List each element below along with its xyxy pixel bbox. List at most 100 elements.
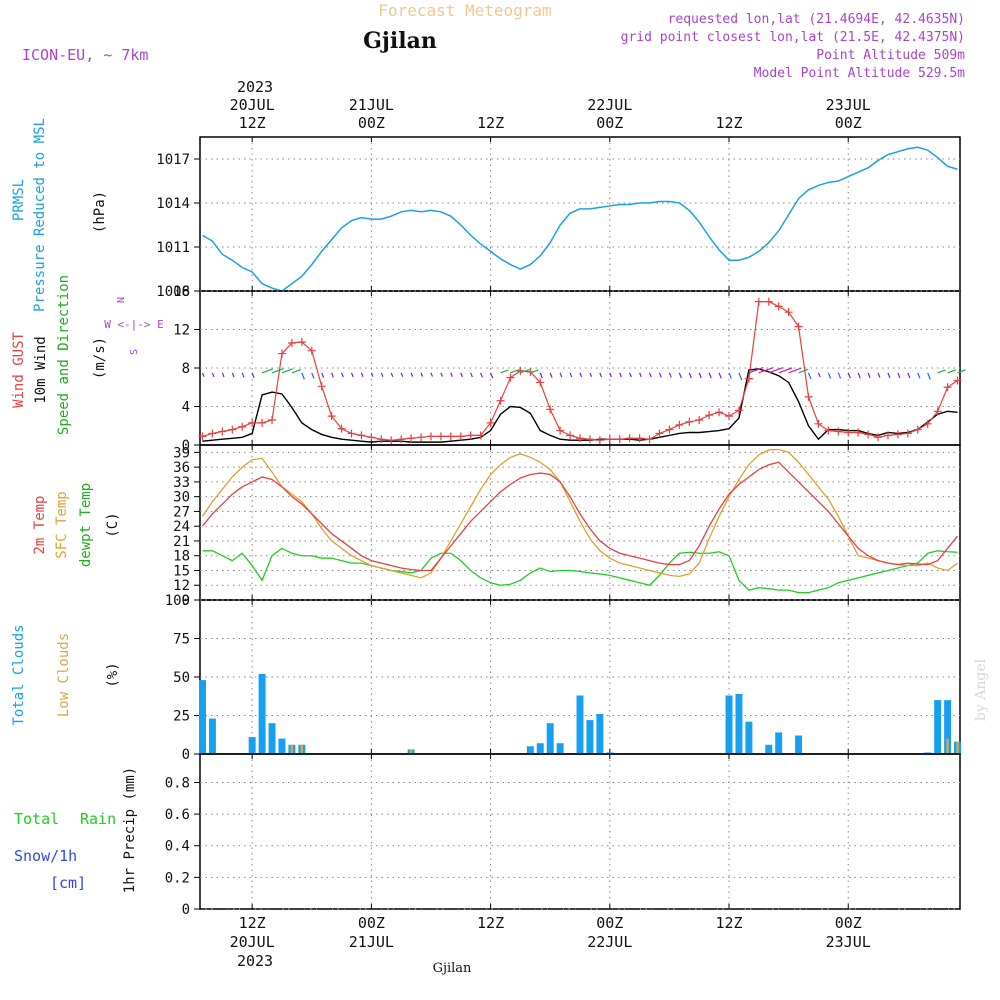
wind-arrow xyxy=(798,368,809,374)
footer-location: Gjilan xyxy=(433,961,472,976)
wind-arrow xyxy=(559,372,563,378)
clouds-unit: (%) xyxy=(105,662,121,687)
gust-point xyxy=(625,434,634,443)
low-cloud-bar xyxy=(300,744,304,754)
wind-arrow xyxy=(718,372,722,379)
gust-point xyxy=(595,436,604,445)
total-cloud-bar xyxy=(546,723,554,754)
temp-ytick-label: 27 xyxy=(173,504,190,520)
gust-point xyxy=(516,366,525,375)
gust-point xyxy=(377,435,386,444)
wind-unit: (m/s) xyxy=(92,337,108,379)
location-title: Gjilan xyxy=(363,28,437,54)
gust-point xyxy=(893,430,902,439)
low-cloud-bar xyxy=(946,738,949,754)
wind-arrow xyxy=(629,372,632,378)
wind-arrow xyxy=(897,372,901,379)
wind-arrow xyxy=(827,372,832,379)
gust-point xyxy=(466,431,475,440)
low-cloud-bar xyxy=(290,744,294,754)
wind-arrow xyxy=(510,368,520,374)
gust-point xyxy=(576,434,584,443)
top-date-label: 20JUL xyxy=(230,96,275,114)
wind-arrow xyxy=(350,372,354,378)
total-cloud-bar xyxy=(526,746,534,754)
temp-ytick-label: 24 xyxy=(173,519,190,535)
bottom-year: 2023 xyxy=(237,952,273,970)
gust-point xyxy=(854,428,863,437)
gust-point xyxy=(725,412,734,421)
clouds-label-low: Low Clouds xyxy=(56,633,72,717)
gust-point xyxy=(874,433,883,442)
total-cloud-bar xyxy=(268,723,276,754)
model-label: ICON-EU, ~ 7km xyxy=(22,46,148,64)
wind-arrow xyxy=(778,367,793,374)
wind-label-gust: Wind GUST xyxy=(11,332,27,408)
wind-arrow xyxy=(569,372,573,378)
wind-arrow xyxy=(311,372,315,379)
gust-point xyxy=(814,419,823,428)
total-cloud-bar xyxy=(934,700,942,754)
wind-arrow xyxy=(748,367,764,374)
temp-ytick-label: 33 xyxy=(173,475,190,491)
gust-point xyxy=(864,430,873,439)
wind-arrow xyxy=(470,372,473,378)
wind-arrow xyxy=(907,372,911,379)
wind-arrow xyxy=(450,372,453,377)
gust-point xyxy=(446,432,455,441)
precip-label-rain: Rain xyxy=(80,810,116,828)
wind-arrow xyxy=(738,372,743,381)
chart-title: Forecast Meteogram xyxy=(378,1,551,20)
top-time-label: 00Z xyxy=(358,114,385,132)
gust-point xyxy=(426,432,435,441)
gust-point xyxy=(655,429,664,438)
gridpoint-coords: grid point closest lon,lat (21.5E, 42.43… xyxy=(621,30,965,45)
wind-arrow xyxy=(648,372,652,378)
wind-arrow xyxy=(817,372,821,378)
total-cloud-bar xyxy=(775,732,783,754)
bottom-time-label: 00Z xyxy=(835,914,862,932)
temp-ytick-label: 18 xyxy=(173,549,190,565)
gust-point xyxy=(486,418,495,427)
gust-line xyxy=(202,300,958,441)
total-cloud-bar xyxy=(795,735,803,754)
wind-arrow xyxy=(619,372,622,378)
gust-point xyxy=(774,302,783,311)
gust-point xyxy=(635,434,644,443)
total-cloud-bar xyxy=(924,752,932,754)
gust-point xyxy=(804,392,813,401)
top-time-label: 00Z xyxy=(835,114,862,132)
wind-arrow xyxy=(460,372,463,378)
total-cloud-bar xyxy=(596,713,604,754)
bottom-time-label: 00Z xyxy=(596,914,623,932)
wind-arrow xyxy=(807,372,812,380)
clouds-ytick-label: 25 xyxy=(173,709,190,725)
panel-precip: 0 0.2 0.4 0.6 0.8 xyxy=(165,753,961,918)
temp-label-dewpt: dewpt Temp xyxy=(78,483,94,567)
gust-point xyxy=(218,427,227,436)
precip-unit: 1hr Precip (mm) xyxy=(122,767,138,893)
wind-ytick-label: 4 xyxy=(182,400,190,416)
wind-arrow xyxy=(678,372,682,379)
wind-arrow xyxy=(658,372,662,378)
gust-point xyxy=(943,383,952,392)
wind-arrow xyxy=(211,372,215,378)
gust-point xyxy=(407,434,416,443)
temp-label-sfc: SFC Temp xyxy=(54,491,70,558)
top-date-label: 23JUL xyxy=(826,96,871,114)
total-cloud-bar xyxy=(606,752,614,754)
pressure-ytick-label: 1011 xyxy=(156,240,190,256)
pressure-label-1: PRMSL xyxy=(11,179,27,221)
bottom-time-label: 12Z xyxy=(715,914,742,932)
pressure-label-2: Pressure Reduced to MSL xyxy=(32,118,48,312)
temp-ytick-label: 9 xyxy=(182,593,190,609)
gust-point xyxy=(506,373,515,382)
gust-point xyxy=(754,297,763,306)
gust-point xyxy=(913,425,922,434)
precip-frame xyxy=(199,753,961,910)
wind-arrow xyxy=(728,372,732,379)
total-cloud-bar xyxy=(725,695,733,754)
